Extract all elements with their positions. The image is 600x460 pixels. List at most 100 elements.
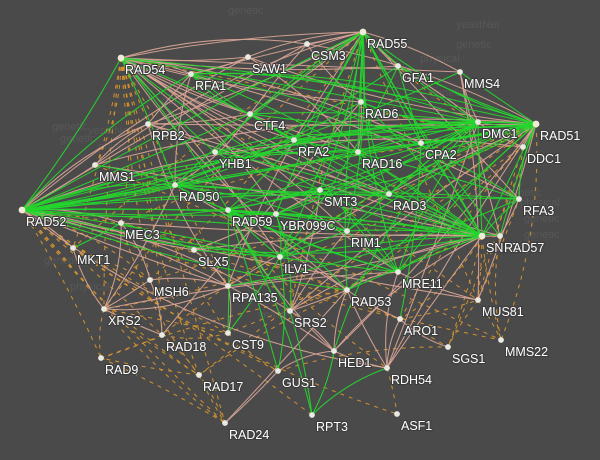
node-ddc1[interactable]: [520, 144, 526, 150]
node-rim1[interactable]: [344, 228, 350, 234]
node-rad9[interactable]: [98, 355, 104, 361]
edge-genetic: [103, 308, 229, 334]
edge-yeastNet: [21, 73, 192, 211]
edge-genetic: [94, 164, 502, 341]
edge-physical: [21, 123, 149, 211]
edge-yeastNet: [293, 139, 399, 273]
node-rfa3[interactable]: [516, 196, 522, 202]
node-rad6[interactable]: [358, 99, 364, 105]
edge-physical: [21, 209, 335, 352]
edge-genetic: [21, 209, 226, 424]
node-gfa1[interactable]: [395, 63, 401, 69]
edge-physical: [293, 31, 364, 141]
node-rad3[interactable]: [386, 191, 392, 197]
edge-yeastNet: [214, 151, 321, 191]
node-rad16[interactable]: [355, 149, 361, 155]
node-mec3[interactable]: [118, 220, 124, 226]
edge-yeastNet: [21, 151, 359, 211]
edge-yeastNet: [21, 31, 364, 211]
edge-genetic: [198, 289, 348, 376]
node-label-srs2: SRS2: [294, 316, 327, 330]
node-dmc1[interactable]: [475, 119, 481, 125]
node-smt3[interactable]: [317, 187, 323, 193]
node-rad59[interactable]: [225, 207, 231, 213]
node-sgs1[interactable]: [445, 344, 451, 350]
edge-physical: [247, 56, 359, 153]
node-label-gfa1: GFA1: [402, 71, 434, 85]
node-slx5[interactable]: [191, 247, 197, 253]
edge-physical: [224, 289, 348, 424]
node-rad50[interactable]: [172, 182, 178, 188]
node-mkt1[interactable]: [70, 245, 76, 251]
node-asf1[interactable]: [394, 411, 400, 417]
edge-yeastNet: [346, 121, 479, 232]
node-msh6[interactable]: [147, 277, 153, 283]
edge-yeastNet: [227, 31, 364, 211]
node-snf2[interactable]: [478, 232, 486, 240]
edge-genetic: [447, 299, 479, 348]
edge-yeastNet: [481, 123, 537, 237]
node-rad55[interactable]: [359, 28, 367, 36]
node-hed1[interactable]: [331, 348, 337, 354]
node-mms22[interactable]: [498, 337, 504, 343]
node-rad51[interactable]: [532, 120, 540, 128]
node-rfa1[interactable]: [188, 71, 194, 77]
node-mre11[interactable]: [395, 269, 401, 275]
node-csm3[interactable]: [304, 41, 310, 47]
edge-yeastNet: [277, 256, 285, 372]
edge-genetic: [100, 289, 348, 359]
edge-physical: [72, 247, 105, 310]
edge-yeastNet: [420, 142, 483, 237]
edge-yeastNet: [227, 209, 230, 334]
node-rdh54[interactable]: [384, 365, 390, 371]
node-gus1[interactable]: [275, 368, 281, 374]
node-rad57[interactable]: [497, 233, 503, 239]
node-ilv1[interactable]: [277, 254, 283, 260]
node-ctf4[interactable]: [247, 111, 253, 117]
node-label-cst9: CST9: [232, 338, 264, 352]
edge-yeastNet: [214, 31, 364, 153]
node-ybr099c[interactable]: [273, 211, 279, 217]
node-label-rpa135: RPA135: [232, 291, 278, 305]
node-label-mus81: MUS81: [482, 305, 524, 319]
edge-physical: [333, 289, 348, 352]
node-cst9[interactable]: [225, 330, 231, 336]
node-mus81[interactable]: [475, 297, 481, 303]
node-mms1[interactable]: [92, 162, 98, 168]
node-rad18[interactable]: [159, 332, 165, 338]
node-label-rim1: RIM1: [351, 236, 381, 250]
node-rad17[interactable]: [196, 372, 202, 378]
node-saw1[interactable]: [245, 54, 251, 60]
node-rad54[interactable]: [117, 54, 125, 62]
edge-genetic: [198, 146, 524, 376]
node-rad52[interactable]: [18, 206, 26, 214]
node-yhb1[interactable]: [212, 149, 218, 155]
node-rpb2[interactable]: [145, 121, 151, 127]
node-rpa135[interactable]: [225, 283, 231, 289]
edge-genetic: [477, 299, 502, 341]
node-srs2[interactable]: [287, 308, 293, 314]
edge-physical: [120, 57, 362, 103]
node-rad53[interactable]: [344, 287, 350, 293]
node-aro1[interactable]: [397, 316, 403, 322]
node-rad24[interactable]: [222, 420, 228, 426]
node-xrs2[interactable]: [101, 306, 107, 312]
node-layer[interactable]: [18, 28, 540, 426]
edge-yeastNet: [193, 249, 281, 258]
edge-physical: [120, 57, 348, 291]
edge-yeastNet: [21, 209, 277, 216]
edge-yeastNet: [249, 113, 483, 237]
edge-genetic: [120, 57, 388, 369]
node-label-ctf4: CTF4: [254, 119, 285, 133]
edge-genetic: [103, 308, 200, 376]
node-rfa2[interactable]: [291, 137, 297, 143]
node-mms4[interactable]: [457, 69, 463, 75]
edge-yeastNet: [214, 121, 479, 153]
node-rpt3[interactable]: [309, 412, 315, 418]
node-cpa2[interactable]: [418, 140, 424, 146]
edge-yeastNet: [279, 123, 537, 258]
edge-yeastNet: [481, 198, 520, 237]
node-label-rad55: RAD55: [367, 37, 407, 51]
node-label-mms22: MMS22: [505, 345, 548, 359]
